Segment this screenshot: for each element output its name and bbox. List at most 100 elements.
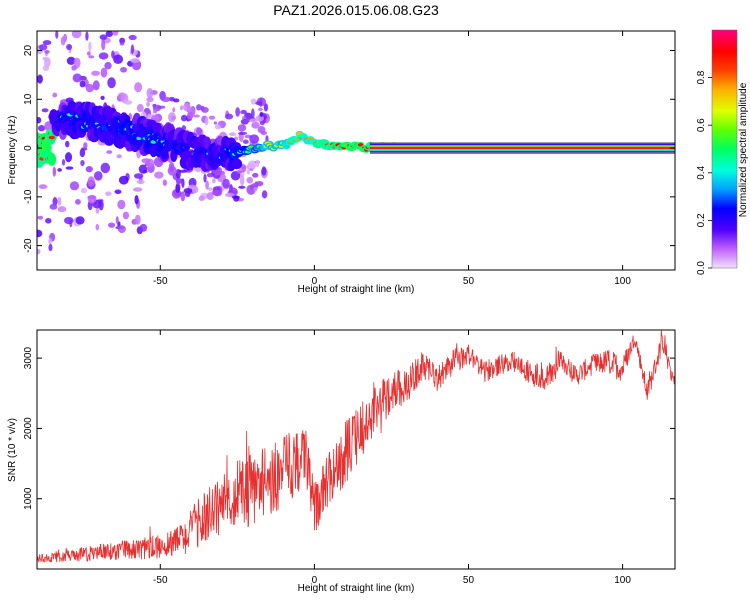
spectrogram-cell xyxy=(170,116,176,120)
spectrogram-cell xyxy=(104,61,112,70)
spectrogram-cell xyxy=(260,130,268,136)
spectrogram-cell xyxy=(87,176,95,187)
snr-xtick-label: 100 xyxy=(614,575,631,586)
spectrogram-cell xyxy=(100,162,111,174)
spectrogram-cell xyxy=(261,190,268,199)
spectrogram-cell xyxy=(253,187,258,192)
spectrogram-cell xyxy=(231,195,240,199)
spectrogram-cell xyxy=(118,175,129,185)
spectrogram-xtick-label: -50 xyxy=(153,276,168,287)
spectrogram-cell xyxy=(99,34,108,40)
spectrogram-cell xyxy=(237,124,247,132)
snr-xtick-label: -50 xyxy=(153,575,168,586)
spectrogram-ytick-label: -10 xyxy=(23,189,34,204)
snr-ylabel: SNR (10 * v/v) xyxy=(7,418,18,482)
spectrogram-cell xyxy=(146,87,154,99)
spectrogram-cell xyxy=(205,180,209,190)
spectrogram-cell xyxy=(107,77,116,89)
spectrogram-cell xyxy=(65,166,74,170)
spectrogram-cell xyxy=(231,158,243,170)
spectrogram-cell xyxy=(204,116,209,126)
colorbar-frame xyxy=(711,29,738,269)
spectrogram-cell xyxy=(240,118,249,125)
spectrogram-cell xyxy=(66,44,73,50)
spectrogram-cell xyxy=(38,125,46,132)
spectrogram-cell xyxy=(120,66,128,73)
spectrogram-cell xyxy=(234,136,239,141)
spectrogram-cell xyxy=(132,187,143,192)
spectrogram-cell xyxy=(238,185,246,189)
spectrogram-cell xyxy=(48,135,55,140)
spectrogram-cell xyxy=(105,191,112,197)
spectrogram-cell xyxy=(95,208,100,214)
snr-ytick-label: 1000 xyxy=(23,487,34,510)
colorbar-ticks: 0.0 0.2 0.4 0.6 0.8 xyxy=(696,70,712,275)
snr-plot: -50 0 50 100 1000 2000 3000 Height of straight… xyxy=(7,329,676,594)
spectrogram-cell xyxy=(88,55,95,59)
spectrogram-cell xyxy=(79,148,86,158)
spectrogram-cell xyxy=(103,135,115,146)
snr-xtick-label: 0 xyxy=(312,575,318,586)
spectrogram-cell xyxy=(252,172,259,178)
spectrogram-cell xyxy=(122,211,130,220)
spectrogram-cell xyxy=(37,116,42,124)
spectrogram-cell xyxy=(154,171,164,179)
spectrogram-cell xyxy=(201,106,209,113)
spectrogram-cell xyxy=(85,31,89,41)
spectrogram-cell xyxy=(105,31,113,38)
spectrogram-ylabel: Frequency (Hz) xyxy=(7,116,18,185)
colorbar-tick-label: 0.2 xyxy=(696,213,707,227)
spectrogram-cell xyxy=(207,187,213,191)
spectrogram-cell xyxy=(263,103,269,112)
snr-xtick-label: 50 xyxy=(463,575,475,586)
snr-ytick-label: 3000 xyxy=(23,347,34,370)
spectrogram-cell xyxy=(230,171,241,181)
spectrogram-cell xyxy=(98,199,104,211)
spectrogram-cell xyxy=(71,31,82,39)
colorbar-tick-label: 0.0 xyxy=(696,261,707,275)
spectrogram-cell xyxy=(246,176,254,184)
colorbar-tick-label: 0.4 xyxy=(696,165,707,179)
spectrogram-cell xyxy=(255,101,263,106)
spectrogram-cell xyxy=(82,16,89,23)
spectrogram-cell xyxy=(251,108,255,120)
colorbar: 0.0 0.2 0.4 0.6 0.8 Normalized spectral ampl… xyxy=(696,29,749,275)
spectrogram-xtick-label: 0 xyxy=(312,276,318,287)
spectrogram-cell xyxy=(64,152,73,163)
spectrogram-plot: -50 0 50 100 -20 -10 0 10 20 Height of straight … xyxy=(7,16,676,295)
spectrogram-cell xyxy=(180,191,186,202)
spectrogram-cell xyxy=(183,102,191,112)
spectrogram-cell xyxy=(105,19,110,28)
spectrogram-cell xyxy=(116,154,122,159)
spectrogram-ticks: -50 0 50 100 -20 -10 0 10 20 xyxy=(23,31,675,287)
spectrogram-cell xyxy=(251,121,260,129)
spectrogram-cell xyxy=(37,215,44,220)
spectrogram-cell xyxy=(57,196,62,206)
spectrogram-ytick-label: 0 xyxy=(23,145,34,151)
spectrogram-cell xyxy=(52,92,58,98)
spectrogram-cell xyxy=(212,178,216,184)
spectrogram-cell xyxy=(258,107,263,112)
colorbar-tick-label: 0.6 xyxy=(696,118,707,132)
spectrogram-cell xyxy=(128,34,137,41)
spectrogram-cell xyxy=(369,147,675,149)
spectrogram-cell xyxy=(91,70,100,76)
spectrogram-cell xyxy=(37,249,41,255)
spectrogram-cell xyxy=(101,39,106,51)
spectrogram-cell xyxy=(249,118,258,123)
spectrogram-cell xyxy=(42,64,50,72)
spectrogram-cell xyxy=(47,152,57,166)
spectrogram-cell xyxy=(196,127,202,135)
spectrogram-cell xyxy=(141,158,151,164)
spectrogram-cell xyxy=(203,173,207,183)
spectrogram-cell xyxy=(106,150,113,154)
spectrogram-cell xyxy=(87,194,97,204)
spectrogram-cell xyxy=(235,107,241,117)
spectrogram-cell xyxy=(225,192,235,198)
snr-frame xyxy=(36,329,676,570)
spectrogram-cell xyxy=(180,114,188,122)
spectrogram-cell xyxy=(214,124,222,130)
spectrogram-cell xyxy=(246,184,256,195)
spectrogram-cell xyxy=(240,164,247,173)
spectrogram-cell xyxy=(66,56,76,65)
